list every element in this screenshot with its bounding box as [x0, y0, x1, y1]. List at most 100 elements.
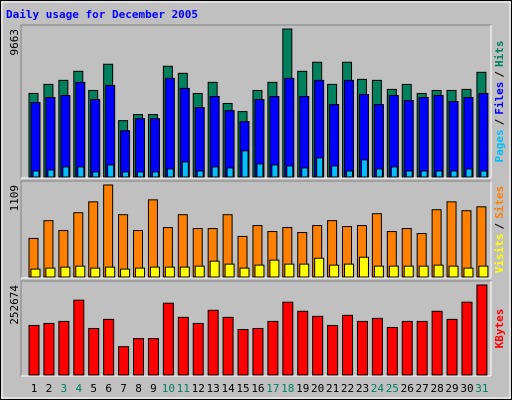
- bar: [88, 201, 99, 278]
- bar: [431, 310, 443, 376]
- bar: [327, 324, 339, 376]
- x-tick-label: 30: [460, 382, 473, 395]
- bar: [375, 168, 383, 178]
- bar: [45, 267, 56, 278]
- bar: [107, 164, 115, 178]
- bar: [103, 318, 115, 376]
- x-tick-label: 9: [150, 382, 157, 395]
- bar: [418, 97, 429, 178]
- bar: [344, 263, 355, 278]
- x-tick-label: 27: [416, 382, 429, 395]
- bar: [299, 263, 310, 278]
- legend-entry: Hits: [493, 41, 506, 68]
- x-tick-label: 29: [445, 382, 458, 395]
- x-tick-label: 28: [430, 382, 443, 395]
- bar: [151, 171, 159, 178]
- legend-entry: KBytes: [493, 309, 506, 349]
- legend-separator: /: [493, 223, 506, 230]
- bar: [164, 77, 175, 178]
- bar: [60, 94, 71, 178]
- x-tick-label: 5: [90, 382, 97, 395]
- y-tick-label: 252674: [8, 285, 21, 325]
- bar: [331, 165, 339, 178]
- bar: [30, 102, 41, 178]
- legend-separator: /: [493, 71, 506, 78]
- x-tick-label: 7: [120, 382, 127, 395]
- bar: [297, 310, 309, 376]
- x-tick-label: 4: [75, 382, 82, 395]
- bar: [312, 315, 324, 376]
- bar: [448, 265, 459, 278]
- bar: [30, 268, 41, 278]
- bar: [135, 118, 146, 178]
- legend: Pages / Files / Hits: [493, 41, 506, 163]
- bar: [461, 301, 473, 376]
- bar: [209, 260, 220, 278]
- bar: [92, 171, 100, 178]
- bar: [388, 265, 399, 278]
- bar: [371, 317, 383, 376]
- bar: [179, 266, 190, 278]
- bar: [58, 320, 70, 376]
- x-tick-label: 1: [31, 382, 38, 395]
- bar: [77, 166, 85, 178]
- bar: [433, 264, 444, 278]
- bar: [194, 265, 205, 278]
- bar: [344, 79, 355, 178]
- bar: [28, 324, 40, 376]
- bar: [405, 170, 413, 178]
- legend: Visits / Sites: [493, 186, 506, 274]
- bar: [177, 316, 189, 376]
- x-tick-label: 11: [177, 382, 190, 395]
- bar: [122, 171, 130, 178]
- bar: [284, 263, 295, 278]
- bar: [299, 95, 310, 178]
- bar: [388, 94, 399, 178]
- x-tick-label: 16: [251, 382, 264, 395]
- bar: [137, 171, 145, 178]
- bar: [47, 169, 55, 178]
- x-tick-label: 21: [326, 382, 339, 395]
- legend-entry: Files: [493, 82, 506, 115]
- bar: [73, 299, 85, 376]
- bar: [207, 309, 219, 376]
- bar: [373, 265, 384, 278]
- bar: [43, 322, 55, 376]
- bar: [465, 168, 473, 178]
- bar: [75, 265, 86, 278]
- x-tick-label: 2: [46, 382, 53, 395]
- x-tick-label: 20: [311, 382, 324, 395]
- bar: [476, 284, 488, 376]
- x-tick-label: 10: [162, 382, 175, 395]
- bar: [32, 170, 40, 178]
- bar: [403, 100, 414, 178]
- x-tick-label: 14: [221, 382, 235, 395]
- x-tick-label: 25: [386, 382, 399, 395]
- bar: [284, 77, 295, 178]
- bar: [196, 170, 204, 178]
- legend-separator: /: [493, 118, 506, 125]
- legend-entry: Visits: [493, 234, 506, 274]
- bar: [346, 170, 354, 178]
- bar: [478, 265, 489, 278]
- bar: [166, 168, 174, 178]
- bar: [271, 164, 279, 178]
- bar: [133, 338, 145, 376]
- bar: [316, 157, 324, 178]
- bar: [386, 326, 398, 376]
- bar: [433, 94, 444, 178]
- bar: [416, 320, 428, 376]
- bar: [403, 265, 414, 278]
- x-tick-label: 31: [475, 382, 488, 395]
- x-tick-label: 22: [341, 382, 354, 395]
- bar: [62, 166, 70, 178]
- bar: [463, 97, 474, 178]
- bar: [60, 266, 71, 278]
- bar: [254, 264, 265, 278]
- bar: [256, 163, 264, 178]
- bar: [118, 214, 129, 278]
- x-tick-label: 12: [192, 382, 205, 395]
- bar: [358, 256, 369, 278]
- bar: [267, 320, 279, 376]
